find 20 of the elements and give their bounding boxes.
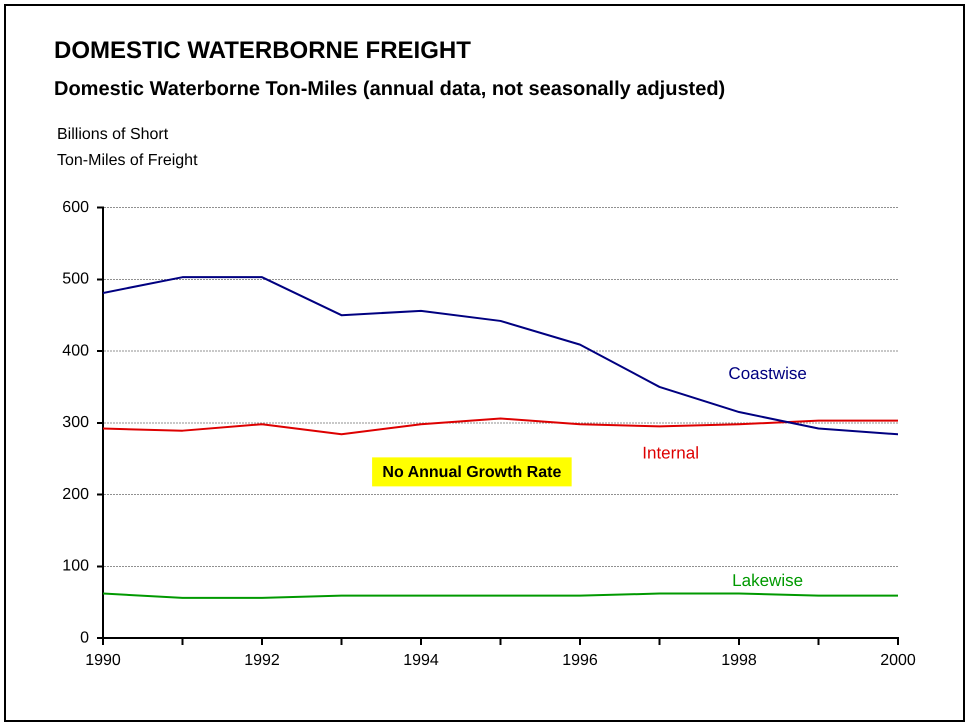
y-tick-label: 600 bbox=[62, 199, 90, 216]
x-tick-label: 1990 bbox=[85, 652, 121, 670]
chart-subtitle: Domestic Waterborne Ton-Miles (annual data, not seasonally adjusted) bbox=[54, 77, 726, 102]
y-tick-label: 300 bbox=[62, 414, 90, 432]
y-tick-label: 500 bbox=[62, 270, 90, 288]
x-tick-label: 1996 bbox=[562, 652, 598, 670]
chart-title: DOMESTIC WATERBORNE FREIGHT bbox=[54, 36, 471, 66]
series-label: Coastwise bbox=[728, 364, 807, 383]
y-axis-title: Billions of Short Ton-Miles of Freight bbox=[57, 126, 198, 169]
series-label: Internal bbox=[642, 443, 699, 462]
x-tick-label: 1992 bbox=[244, 652, 280, 670]
y-tick-label: 0 bbox=[80, 629, 90, 646]
series-label: Lakewise bbox=[732, 570, 804, 590]
x-tick-label: 1998 bbox=[721, 652, 757, 670]
annotation: No Annual Growth Rate bbox=[382, 464, 562, 481]
y-tick-label: 200 bbox=[62, 486, 90, 503]
y-tick-label: 400 bbox=[62, 342, 90, 360]
x-tick-label: 2000 bbox=[880, 652, 916, 670]
y-tick-label: 100 bbox=[62, 558, 90, 575]
x-tick-label: 1994 bbox=[403, 652, 439, 670]
